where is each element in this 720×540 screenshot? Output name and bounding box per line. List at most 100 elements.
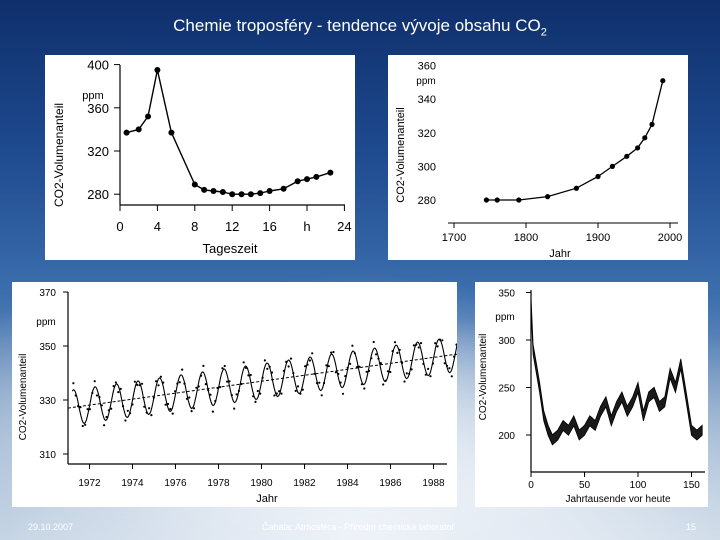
seasonal-point (424, 373, 427, 376)
seasonal-point (377, 357, 380, 360)
seasonal-point (195, 386, 198, 389)
daily-xtick-label: h (303, 219, 310, 234)
icecore-yunit: ppm (495, 312, 514, 323)
seasonal-point (296, 385, 300, 388)
seasonal-point (112, 385, 115, 388)
seasonal-point (240, 382, 243, 386)
seasonal-point (386, 370, 389, 373)
icecore-xlabel: Jahrtausende vor heute (565, 494, 671, 505)
seasonal-point (84, 423, 87, 426)
seasonal-ytick-label: 350 (39, 342, 56, 353)
historical-point (609, 163, 615, 169)
chart-historical-co2-svg: CO2-Volumenanteil ppm Jahr 280 300 320 340 3… (395, 61, 682, 260)
seasonal-point (169, 407, 172, 411)
historical-xtick-label: 2000 (658, 232, 682, 244)
chart-seasonal-co2: CO2-Volumenanteil ppm Jahr 310 330 350 370 1… (12, 282, 457, 507)
seasonal-point (412, 344, 415, 347)
daily-ytick-label: 320 (87, 144, 109, 159)
historical-point (595, 173, 601, 180)
seasonal-ytick-label: 330 (39, 396, 56, 407)
historical-point (573, 185, 579, 191)
seasonal-xtick-label: 1978 (207, 478, 230, 489)
seasonal-point (185, 397, 188, 400)
daily-point (266, 187, 273, 194)
historical-ytick-label: 280 (418, 195, 436, 207)
icecore-ytick-label: 300 (498, 336, 515, 347)
seasonal-point (259, 392, 262, 395)
seasonal-xlabel: Jahr (256, 493, 278, 505)
seasonal-point (453, 355, 456, 358)
seasonal-point (107, 409, 110, 412)
seasonal-point (162, 381, 165, 384)
seasonal-point (114, 381, 117, 384)
chart-daily-co2-svg: CO2-Volumenanteil ppm Tageszeit 280 320 36… (52, 58, 352, 256)
seasonal-point (218, 386, 222, 389)
seasonal-point (422, 362, 425, 365)
historical-yunit: ppm (416, 76, 435, 87)
seasonal-point (313, 372, 316, 375)
historical-ylabel: CO2-Volumenanteil (395, 107, 407, 202)
seasonal-point (254, 400, 257, 403)
seasonal-point (363, 387, 366, 390)
seasonal-point (438, 338, 441, 341)
seasonal-point (323, 381, 326, 385)
seasonal-point (429, 375, 432, 378)
icecore-xtick-label: 50 (579, 480, 591, 491)
seasonal-point (330, 351, 333, 354)
seasonal-point (124, 419, 127, 422)
seasonal-point (455, 343, 457, 346)
seasonal-point (285, 360, 288, 363)
seasonal-point (216, 387, 219, 390)
daily-point (210, 187, 217, 194)
seasonal-point (360, 383, 363, 386)
seasonal-point (221, 367, 224, 370)
daily-yunit: ppm (82, 90, 103, 102)
icecore-ytick-label: 250 (498, 384, 515, 395)
seasonal-point (434, 342, 437, 345)
seasonal-point (74, 394, 77, 397)
icecore-series-band (530, 296, 703, 446)
historical-point (642, 135, 648, 141)
seasonal-point (339, 381, 342, 384)
seasonal-point (436, 345, 439, 348)
historical-point (516, 197, 522, 203)
seasonal-point (415, 343, 418, 346)
chart-daily-co2: CO2-Volumenanteil ppm Tageszeit 280 320 36… (45, 55, 355, 260)
seasonal-point (176, 382, 179, 385)
seasonal-point (256, 389, 259, 393)
historical-series-line (486, 80, 664, 201)
daily-point (294, 178, 301, 185)
chart-seasonal-co2-svg: CO2-Volumenanteil ppm Jahr 310 330 350 370 1… (18, 288, 457, 505)
seasonal-ytick-label: 370 (39, 288, 56, 299)
seasonal-point (95, 394, 99, 397)
daily-point (247, 191, 254, 198)
footer-source: Čabala: Atmosféra - Přírodní chemická la… (262, 522, 455, 532)
icecore-plot: 200 250 300 350 0 50 100 150 (498, 289, 703, 491)
seasonal-point (445, 364, 449, 367)
seasonal-point (252, 395, 255, 398)
daily-xtick-label: 8 (191, 219, 198, 234)
footer-date: 29.10.2007 (28, 522, 74, 532)
daily-xtick-label: 16 (262, 219, 276, 234)
seasonal-xtick-label: 1976 (164, 478, 187, 489)
seasonal-point (88, 408, 91, 411)
seasonal-point (110, 407, 113, 410)
seasonal-point (152, 396, 155, 399)
seasonal-point (81, 424, 84, 428)
daily-point (229, 191, 236, 198)
seasonal-point (143, 405, 146, 408)
seasonal-point (393, 341, 397, 344)
seasonal-point (427, 367, 430, 370)
seasonal-point (396, 351, 399, 354)
seasonal-series-line (71, 338, 457, 425)
seasonal-point (91, 391, 94, 395)
daily-ytick-label: 360 (87, 101, 109, 116)
seasonal-point (119, 387, 122, 390)
historical-ytick-label: 360 (418, 61, 436, 73)
seasonal-point (129, 412, 132, 415)
historical-point (545, 194, 551, 200)
slide-title: Chemie troposféry - tendence vývoje obsa… (173, 16, 547, 39)
seasonal-point (249, 373, 252, 377)
seasonal-yunit: ppm (36, 317, 55, 328)
seasonal-point (344, 375, 347, 378)
